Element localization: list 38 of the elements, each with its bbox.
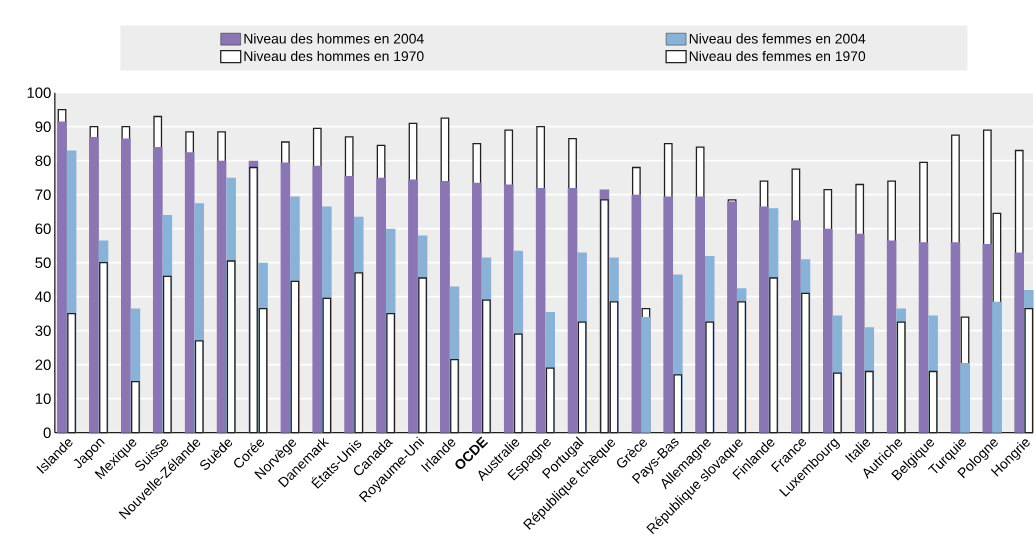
y-tick-label: 50 <box>35 257 51 268</box>
bar <box>791 220 801 433</box>
legend-label: Niveau des hommes en 2004 <box>244 33 424 44</box>
bar <box>631 194 642 433</box>
y-tick-label: 70 <box>35 189 51 200</box>
bar <box>695 196 705 433</box>
y-tick-label: 40 <box>35 291 51 302</box>
bar <box>823 228 833 433</box>
bar <box>886 240 897 433</box>
bar <box>982 243 993 433</box>
bar <box>312 165 323 433</box>
y-tick-label: 90 <box>35 121 51 132</box>
bar <box>184 152 195 433</box>
bar <box>918 242 929 433</box>
y-tick-label: 80 <box>35 155 51 166</box>
bar <box>567 187 578 433</box>
legend-label: Niveau des femmes en 2004 <box>689 33 866 44</box>
bar <box>216 160 227 433</box>
y-tick-label: 20 <box>35 359 51 370</box>
bar <box>992 301 1002 433</box>
bar <box>854 233 865 433</box>
y-tick-label: 30 <box>35 325 51 336</box>
bar <box>503 184 514 433</box>
y-tick-label: 0 <box>43 427 51 438</box>
legend-label: Niveau des femmes en 1970 <box>689 50 866 61</box>
bar <box>440 180 450 433</box>
y-tick-label: 10 <box>35 393 51 404</box>
bar <box>535 187 546 433</box>
bar <box>408 179 418 433</box>
bar <box>280 162 291 433</box>
bar <box>1014 252 1025 433</box>
bar <box>152 146 163 433</box>
bar <box>960 362 970 433</box>
y-tick-label: 100 <box>27 87 51 98</box>
bar <box>950 242 961 433</box>
bar <box>663 196 674 433</box>
y-tick-label: 60 <box>35 223 51 234</box>
legend-label: Niveau des hommes en 1970 <box>244 50 424 61</box>
